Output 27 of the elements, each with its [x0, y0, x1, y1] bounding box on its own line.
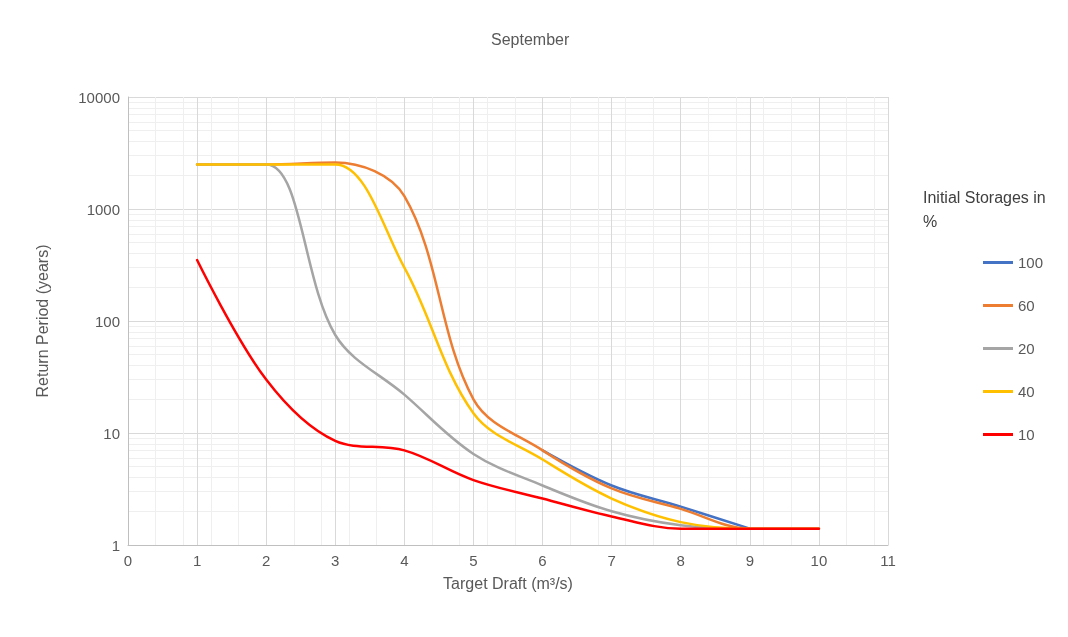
- legend-label: 20: [1017, 340, 1035, 357]
- x-tick-label: 9: [745, 552, 754, 569]
- y-tick-label: 10: [103, 424, 120, 442]
- chart-title: September: [491, 30, 570, 48]
- x-tick-label: 11: [880, 552, 896, 569]
- x-tick-label: 7: [607, 552, 616, 569]
- x-tick-label: 2: [262, 552, 271, 569]
- line-series: [195, 258, 821, 530]
- x-tick-label: 4: [400, 552, 409, 569]
- x-tick-label: 10: [810, 552, 828, 569]
- y-axis-title: Return Period (years): [33, 244, 51, 398]
- legend-label: 10: [1017, 426, 1035, 443]
- legend-label: 40: [1017, 383, 1035, 400]
- y-tick-label: 100: [94, 312, 120, 330]
- x-tick-label: 5: [469, 552, 478, 569]
- y-tick-label: 1: [111, 536, 120, 554]
- x-axis-title: Target Draft (m³/s): [443, 574, 573, 592]
- y-tick-label: 1000: [86, 200, 120, 218]
- y-tick-label: 10000: [78, 88, 120, 106]
- x-tick-label: 8: [676, 552, 685, 569]
- legend-label: 100: [1017, 254, 1043, 271]
- x-tick-label: 3: [331, 552, 340, 569]
- x-tick-label: 1: [192, 552, 202, 569]
- legend-title: Initial Storages in %: [923, 188, 1055, 230]
- x-tick-label: 6: [538, 552, 547, 569]
- legend-label: 60: [1017, 297, 1035, 314]
- x-tick-label: 0: [123, 552, 133, 569]
